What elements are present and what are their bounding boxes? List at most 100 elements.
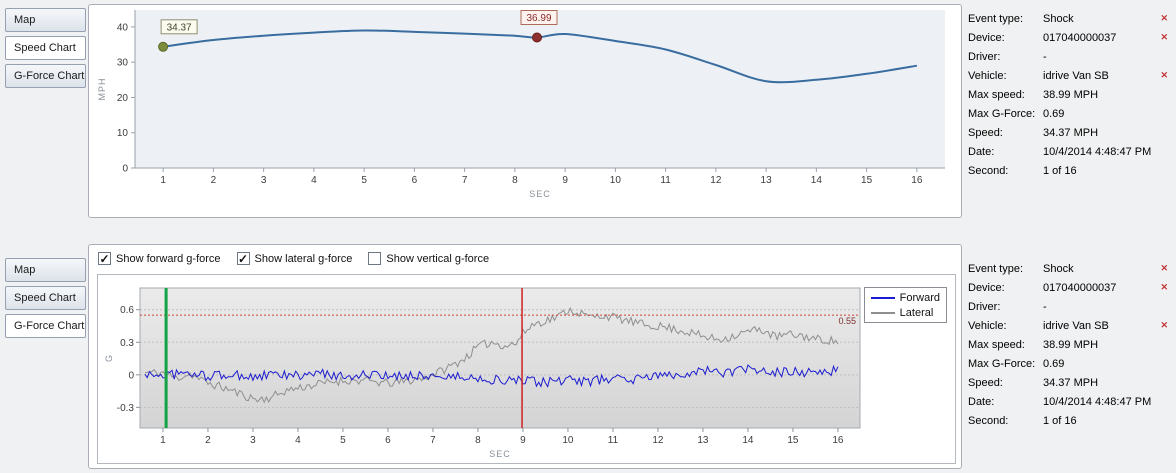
speed-panel: Map Speed Chart G-Force Chart 0 10 20 30 40 1 2 3…	[0, 0, 1176, 232]
legend-item-forward: Forward	[870, 290, 940, 305]
info-value: Shock	[1043, 12, 1074, 25]
legend-line-sample	[870, 296, 895, 299]
remove-filter-icon[interactable]: ✕	[1160, 13, 1168, 23]
svg-text:9: 9	[562, 175, 568, 186]
remove-filter-icon[interactable]: ✕	[1160, 70, 1168, 80]
info-label: Vehicle:	[968, 69, 1007, 82]
checkbox-box[interactable]: ✓	[236, 251, 250, 266]
svg-text:SEC: SEC	[489, 449, 511, 459]
svg-text:12: 12	[710, 175, 722, 186]
info-label: Max speed:	[968, 88, 1025, 101]
svg-text:15: 15	[787, 435, 799, 446]
info-value: 017040000037	[1043, 31, 1117, 44]
svg-text:MPH: MPH	[97, 78, 107, 101]
svg-text:10: 10	[562, 435, 574, 446]
info-value: 34.37 MPH	[1043, 376, 1099, 389]
svg-text:G: G	[104, 354, 114, 362]
info-value: 10/4/2014 4:48:47 PM	[1043, 395, 1152, 408]
svg-text:10: 10	[610, 175, 622, 186]
svg-text:5: 5	[361, 175, 367, 186]
remove-filter-icon[interactable]: ✕	[1160, 320, 1168, 330]
svg-text:0.55: 0.55	[838, 316, 856, 326]
gforce-main-frame: ✓ Show forward g-force ✓ Show lateral g-for…	[88, 244, 962, 469]
info-label: Event type:	[968, 262, 1024, 275]
info-label: Vehicle:	[968, 319, 1007, 332]
legend-label: Forward	[899, 291, 940, 304]
svg-text:16: 16	[832, 435, 844, 446]
info-value: 0.69	[1043, 107, 1065, 120]
svg-text:2: 2	[211, 175, 217, 186]
info-row-second: Second: 1 of 16	[968, 411, 1168, 430]
checkbox-box[interactable]: ✓	[98, 251, 111, 266]
info-value: 0.69	[1043, 357, 1065, 370]
info-value: 10/4/2014 4:48:47 PM	[1043, 145, 1152, 158]
svg-text:15: 15	[861, 175, 873, 186]
remove-filter-icon[interactable]: ✕	[1160, 263, 1168, 273]
checkbox-label: Show forward g-force	[116, 252, 221, 265]
info-row-speed: Speed: 34.37 MPH	[968, 373, 1168, 392]
svg-text:8: 8	[475, 435, 481, 446]
tab-g-force-chart[interactable]: G-Force Chart	[5, 64, 86, 88]
checkbox-label: Show lateral g-force	[254, 252, 353, 265]
legend-label: Lateral	[899, 306, 934, 319]
remove-filter-icon[interactable]: ✕	[1160, 282, 1168, 292]
checkbox-show-vertical-g-force[interactable]: Show vertical g-force	[368, 252, 489, 265]
tab-speed-chart[interactable]: Speed Chart	[5, 36, 86, 60]
gforce-panel: Map Speed Chart G-Force Chart ✓ Show forwar…	[0, 241, 1176, 473]
info-row-max-g-force: Max G-Force: 0.69	[968, 104, 1168, 123]
remove-filter-icon[interactable]: ✕	[1160, 32, 1168, 42]
checkbox-box[interactable]	[368, 252, 382, 265]
info-row-vehicle: Vehicle: idrive Van SB ✕	[968, 66, 1168, 85]
svg-text:40: 40	[117, 22, 129, 33]
tab-g-force-chart[interactable]: G-Force Chart	[5, 314, 86, 338]
info-value: idrive Van SB	[1043, 319, 1109, 332]
info-value: idrive Van SB	[1043, 69, 1109, 82]
tab-speed-chart[interactable]: Speed Chart	[5, 286, 86, 310]
checkbox-show-lateral-g-force[interactable]: ✓ Show lateral g-force	[236, 251, 353, 266]
info-value: Shock	[1043, 262, 1074, 275]
svg-text:0: 0	[122, 164, 128, 175]
svg-text:4: 4	[295, 435, 301, 446]
legend-line-sample	[870, 311, 895, 314]
info-row-second: Second: 1 of 16	[968, 161, 1168, 180]
info-label: Speed:	[968, 376, 1003, 389]
info-value: 38.99 MPH	[1043, 88, 1099, 101]
legend-item-lateral: Lateral	[870, 305, 940, 320]
svg-text:0: 0	[128, 370, 134, 381]
info-row-speed: Speed: 34.37 MPH	[968, 123, 1168, 142]
gforce-chart[interactable]: -0.300.30.61 2 3 4 5 6 7 8 9 10 11 12 13 14 15 16SECG0.…	[98, 275, 955, 461]
svg-text:5: 5	[340, 435, 346, 446]
svg-text:3: 3	[250, 435, 256, 446]
svg-text:7: 7	[462, 175, 468, 186]
info-label: Driver:	[968, 300, 1001, 313]
svg-text:10: 10	[117, 128, 129, 139]
info-row-date: Date: 10/4/2014 4:48:47 PM	[968, 142, 1168, 161]
info-label: Driver:	[968, 50, 1001, 63]
info-row-device: Device: 017040000037 ✕	[968, 28, 1168, 47]
info-row-event-type: Event type: Shock ✕	[968, 9, 1168, 28]
tab-map[interactable]: Map	[5, 258, 86, 282]
svg-text:6: 6	[385, 435, 391, 446]
svg-text:0.3: 0.3	[120, 338, 134, 349]
info-value: 1 of 16	[1043, 414, 1077, 427]
checkbox-show-forward-g-force[interactable]: ✓ Show forward g-force	[98, 252, 221, 265]
svg-text:12: 12	[652, 435, 664, 446]
event-info-panel: Event type: Shock ✕ Device: 017040000037 ✕ Dri…	[968, 9, 1168, 180]
info-row-device: Device: 017040000037 ✕	[968, 278, 1168, 297]
info-label: Date:	[968, 145, 995, 158]
info-row-driver: Driver: -	[968, 297, 1168, 316]
info-label: Event type:	[968, 12, 1024, 25]
svg-text:6: 6	[412, 175, 418, 186]
svg-text:11: 11	[660, 175, 671, 186]
gforce-chart-frame: -0.3 0 0.3 0.6 1 2 3 4 5 6 7 8 9 10 11 12 13 14 15 16 SEC G 0.…	[97, 274, 956, 464]
info-row-date: Date: 10/4/2014 4:48:47 PM	[968, 392, 1168, 411]
svg-text:14: 14	[742, 435, 754, 446]
svg-text:1: 1	[160, 435, 166, 446]
tab-map[interactable]: Map	[5, 8, 86, 32]
info-row-driver: Driver: -	[968, 47, 1168, 66]
info-label: Second:	[968, 164, 1009, 177]
info-label: Date:	[968, 395, 995, 408]
info-value: -	[1043, 50, 1047, 63]
svg-text:-0.3: -0.3	[117, 403, 135, 414]
